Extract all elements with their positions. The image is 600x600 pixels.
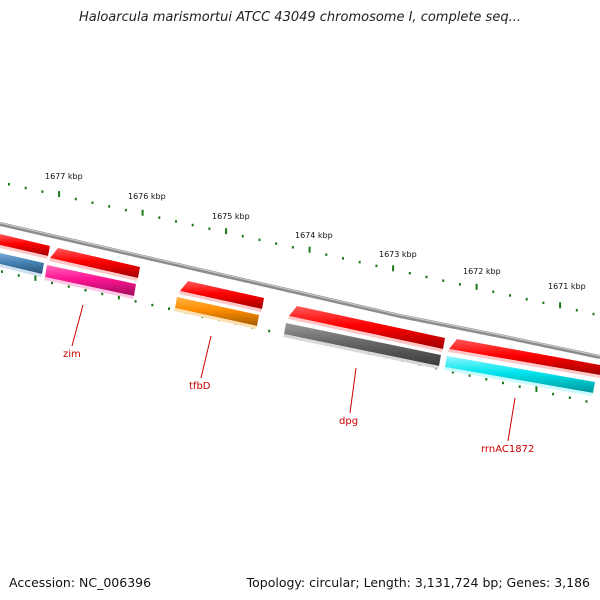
forward-gene[interactable]	[448, 339, 600, 378]
minor-tick	[542, 301, 545, 305]
major-tick	[475, 283, 478, 290]
minor-tick	[552, 392, 555, 396]
minor-tick	[241, 234, 244, 238]
minor-tick	[67, 285, 70, 288]
leader-line-dpg	[349, 367, 357, 414]
minor-tick	[358, 260, 361, 264]
minor-tick	[525, 297, 528, 301]
minor-tick	[101, 292, 104, 296]
minor-tick	[585, 400, 588, 403]
kbp-label: 1675 kbp	[212, 212, 250, 221]
forward-gene[interactable]	[179, 281, 264, 312]
minor-tick	[124, 208, 127, 212]
minor-tick	[509, 294, 511, 297]
genome-backbone	[0, 222, 600, 359]
forward-gene[interactable]	[288, 306, 445, 352]
kbp-label: 1672 kbp	[463, 267, 501, 276]
gene-zim[interactable]	[44, 265, 136, 299]
minor-tick	[84, 289, 87, 292]
gene-label-tfbD[interactable]: tfbD	[189, 381, 211, 392]
minor-tick	[518, 385, 521, 388]
major-tick	[392, 265, 395, 272]
minor-tick	[492, 290, 495, 293]
minor-tick	[268, 329, 271, 333]
reverse-gene-unlabeled[interactable]	[0, 253, 44, 277]
gene-label-rrnAC1872[interactable]: rrnAC1872	[481, 444, 534, 455]
minor-tick	[108, 205, 111, 208]
minor-tick	[158, 216, 161, 219]
minor-tick	[208, 227, 211, 230]
leader-line-rrnAC1872	[507, 397, 516, 442]
kbp-label: 1673 kbp	[379, 250, 417, 259]
leader-line-tfbD	[200, 335, 212, 379]
minor-tick	[291, 246, 294, 249]
minor-tick	[502, 381, 504, 385]
minor-tick	[17, 274, 20, 277]
minor-tick	[175, 220, 177, 223]
major-tick	[34, 274, 37, 281]
minor-tick	[134, 300, 137, 303]
forward-gene[interactable]	[0, 234, 50, 259]
minor-tick	[442, 279, 445, 282]
kbp-label: 1671 kbp	[548, 282, 586, 291]
gene-tfbD[interactable]	[174, 297, 259, 329]
minor-tick	[592, 312, 595, 316]
major-tick	[58, 191, 61, 198]
minor-tick	[342, 257, 344, 260]
leader-line-zim	[71, 304, 84, 347]
minor-tick	[468, 374, 471, 377]
minor-tick	[275, 242, 278, 245]
major-tick	[308, 246, 311, 253]
accession-text: Accession: NC_006396	[9, 575, 152, 590]
major-tick	[559, 302, 562, 309]
minor-tick	[485, 378, 488, 381]
gene-label-zim[interactable]: zim	[63, 349, 81, 360]
minor-tick	[575, 309, 578, 312]
minor-tick	[74, 197, 77, 201]
major-tick	[535, 386, 538, 393]
minor-tick	[24, 186, 27, 190]
minor-tick	[1, 270, 3, 273]
minor-tick	[41, 190, 44, 193]
major-tick	[141, 209, 144, 216]
gene-rrnAC1872[interactable]	[444, 356, 595, 396]
outer-tick-row	[8, 183, 595, 316]
minor-tick	[568, 396, 571, 399]
minor-tick	[191, 223, 194, 227]
minor-tick	[258, 238, 261, 242]
minor-tick	[425, 275, 428, 279]
kbp-label: 1674 kbp	[295, 231, 333, 240]
kbp-label: 1677 kbp	[45, 172, 83, 181]
genome-summary-text: Topology: circular; Length: 3,131,724 bp…	[246, 575, 590, 590]
map-title: Haloarcula marismortui ATCC 43049 chromo…	[79, 10, 521, 25]
minor-tick	[151, 303, 154, 307]
minor-tick	[325, 253, 328, 256]
minor-tick	[51, 281, 54, 285]
genome-backbone-highlight	[0, 222, 600, 357]
gene-dpg[interactable]	[283, 323, 441, 369]
forward-gene[interactable]	[49, 248, 140, 281]
major-tick	[117, 293, 120, 300]
minor-tick	[168, 307, 170, 310]
minor-tick	[8, 183, 10, 186]
minor-tick	[458, 283, 461, 286]
minor-tick	[408, 272, 411, 275]
kbp-label: 1676 kbp	[128, 192, 166, 201]
major-tick	[225, 228, 228, 235]
minor-tick	[91, 201, 94, 204]
gene-label-dpg[interactable]: dpg	[339, 416, 358, 427]
minor-tick	[375, 264, 378, 268]
